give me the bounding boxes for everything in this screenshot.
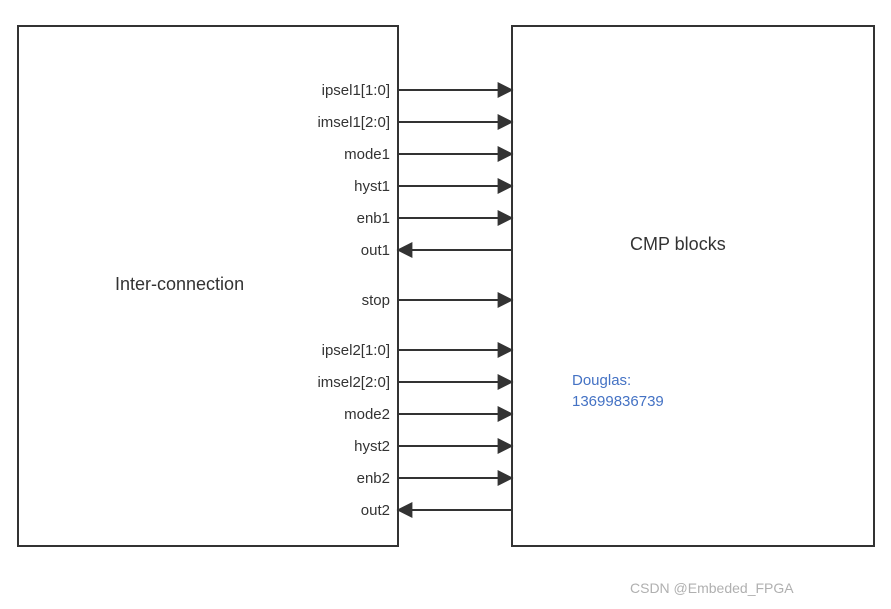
signal-label: hyst1 <box>354 178 390 195</box>
signal-label: imsel1[2:0] <box>317 114 390 131</box>
signal-label: ipsel1[1:0] <box>322 82 390 99</box>
signal-label: out1 <box>361 242 390 259</box>
signal-label: imsel2[2:0] <box>317 374 390 391</box>
block-diagram: Inter-connection CMP blocks ipsel1[1:0] ims… <box>0 0 891 609</box>
signal-label: mode2 <box>344 406 390 423</box>
signal-label: enb1 <box>357 210 390 227</box>
annotation-line1: Douglas: <box>572 370 664 391</box>
signal-label: hyst2 <box>354 438 390 455</box>
signal-label: enb2 <box>357 470 390 487</box>
signal-label: ipsel2[1:0] <box>322 342 390 359</box>
annotation-text: Douglas: 13699836739 <box>572 370 664 412</box>
watermark-text: CSDN @Embeded_FPGA <box>630 580 794 596</box>
right-block-label: CMP blocks <box>630 234 726 254</box>
signal-label: stop <box>362 292 390 309</box>
signal-label: out2 <box>361 502 390 519</box>
left-block-label: Inter-connection <box>115 274 244 294</box>
right-block <box>512 26 874 546</box>
annotation-line2: 13699836739 <box>572 391 664 412</box>
signal-label: mode1 <box>344 146 390 163</box>
